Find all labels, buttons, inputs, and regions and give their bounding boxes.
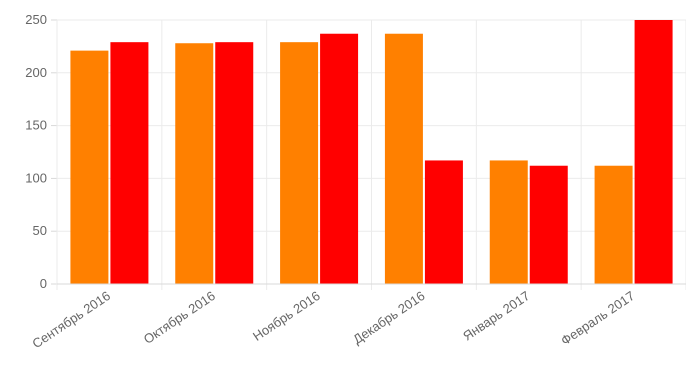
- bar-series-2-1[interactable]: [110, 42, 149, 285]
- bar-series-2-4[interactable]: [424, 160, 463, 284]
- x-tick-label: Октябрь 2016: [141, 288, 218, 347]
- bars-layer: [70, 20, 673, 285]
- y-tick-label: 150: [25, 118, 47, 133]
- grid-layer: [51, 19, 686, 290]
- bar-series-1-5[interactable]: [489, 160, 528, 284]
- y-tick-label: 250: [25, 12, 47, 27]
- bar-series-2-2[interactable]: [215, 42, 254, 285]
- y-tick-label: 50: [33, 223, 47, 238]
- y-tick-label: 100: [25, 170, 47, 185]
- bar-series-1-2[interactable]: [175, 43, 214, 285]
- bar-series-2-5[interactable]: [529, 165, 568, 284]
- y-tick-label: 0: [40, 276, 47, 291]
- x-tick-label: Январь 2017: [460, 288, 532, 344]
- x-tick-label: Ноябрь 2016: [250, 288, 323, 344]
- x-tick-label: Сентябрь 2016: [29, 288, 113, 351]
- bar-series-1-3[interactable]: [280, 42, 319, 285]
- bar-series-2-6[interactable]: [634, 20, 673, 284]
- x-tick-label: Декабрь 2016: [350, 288, 427, 347]
- bar-series-1-4[interactable]: [384, 33, 423, 285]
- bar-series-1-6[interactable]: [594, 165, 633, 284]
- bar-series-1-1[interactable]: [70, 50, 109, 285]
- bar-series-2-3[interactable]: [320, 33, 359, 285]
- x-tick-label: Февраль 2017: [558, 288, 637, 348]
- y-tick-label: 200: [25, 65, 47, 80]
